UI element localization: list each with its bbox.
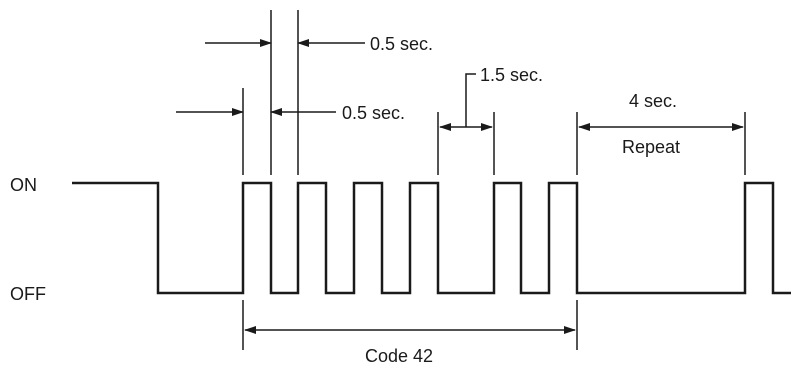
off-level-label: OFF — [10, 284, 46, 304]
pulse-width-label: 0.5 sec. — [342, 103, 405, 123]
signal-waveform — [72, 181, 791, 295]
pulse-gap-label: 0.5 sec. — [370, 34, 433, 54]
repeat-label: Repeat — [622, 137, 680, 157]
code-label: Code 42 — [365, 346, 433, 366]
digit-gap-leader — [465, 73, 476, 127]
extension-lines — [242, 10, 746, 350]
digit-gap-label: 1.5 sec. — [480, 65, 543, 85]
repeat-gap-label: 4 sec. — [629, 91, 677, 111]
on-level-label: ON — [10, 175, 37, 195]
dimension-digit-gap — [439, 73, 493, 131]
